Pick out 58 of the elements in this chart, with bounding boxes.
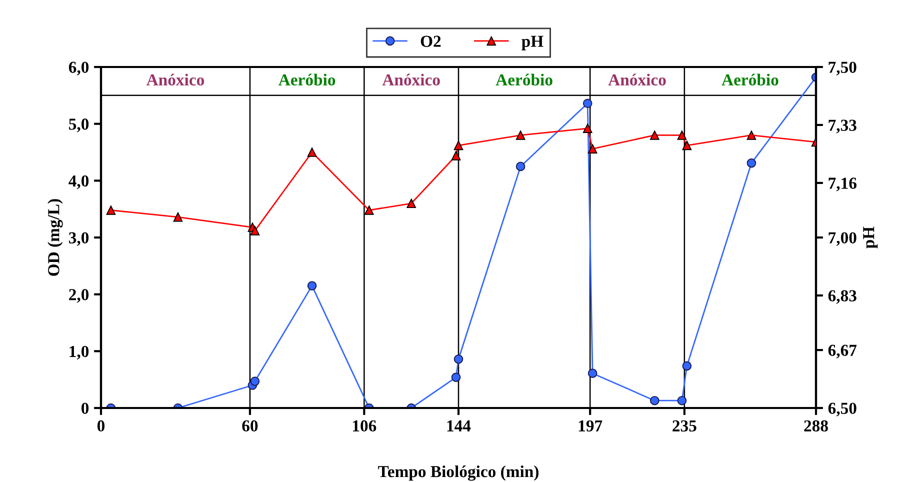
point (516, 130, 526, 140)
y2-tick-label: 6,50 (828, 402, 856, 416)
point (677, 130, 687, 140)
point (582, 98, 592, 108)
y2-tick-label: 7,50 (828, 62, 856, 76)
y2-tick-label: 7,33 (828, 120, 856, 134)
point (454, 140, 464, 150)
point (106, 206, 116, 215)
point (250, 226, 260, 236)
y2-axis-title: pH (863, 226, 878, 248)
annotation: Anóxico (608, 74, 666, 86)
point (451, 151, 461, 160)
point (307, 148, 317, 157)
x-tick-label: 0 (97, 420, 105, 432)
point (454, 354, 464, 364)
point (650, 396, 660, 406)
annotation: Anóxico (382, 74, 440, 86)
point (588, 144, 598, 154)
point (250, 376, 260, 386)
point (682, 361, 692, 371)
x-tick-label: 235 (672, 420, 696, 432)
x-tick-label: 144 (447, 420, 471, 432)
y-tick-label: 0 (81, 402, 89, 414)
y2-tick-label: 7,00 (828, 232, 856, 246)
annotation: Aeróbio (278, 74, 336, 86)
y2-tick-label: 6,83 (828, 290, 856, 304)
legend-label: O2 (420, 36, 441, 47)
y2-tick-label: 7,16 (828, 178, 856, 192)
annotation: Aeróbio (496, 74, 552, 86)
y-tick-label: 4,0 (68, 175, 89, 190)
annotation: Anóxico (146, 74, 204, 86)
y-tick-label: 3,0 (68, 232, 89, 246)
legend-label: pH (522, 36, 544, 50)
x-tick-label: 197 (578, 420, 602, 432)
point (516, 162, 526, 172)
point (682, 140, 692, 150)
y2-tick-label: 6,67 (828, 344, 857, 358)
y-axis-title: OD (mg/L) (48, 199, 63, 276)
y-tick-label: 1,0 (70, 346, 89, 360)
point (582, 124, 592, 134)
annotation: Aeróbio (722, 74, 778, 86)
point (588, 368, 598, 378)
point (364, 206, 374, 215)
x-axis-title: Tempo Biológico (min) (378, 465, 538, 481)
point (746, 158, 756, 168)
x-tick-label: 288 (804, 420, 828, 432)
point (173, 212, 183, 222)
y-tick-label: 2,0 (69, 289, 89, 303)
point (307, 281, 317, 290)
x-tick-label: 60 (242, 420, 258, 432)
x-tick-label: 106 (352, 420, 376, 432)
point (677, 396, 687, 406)
point (406, 198, 416, 208)
point (650, 130, 660, 140)
y-tick-label: 6,0 (68, 62, 89, 76)
point (451, 372, 461, 382)
y-tick-label: 5,0 (69, 118, 89, 132)
point (746, 130, 756, 140)
